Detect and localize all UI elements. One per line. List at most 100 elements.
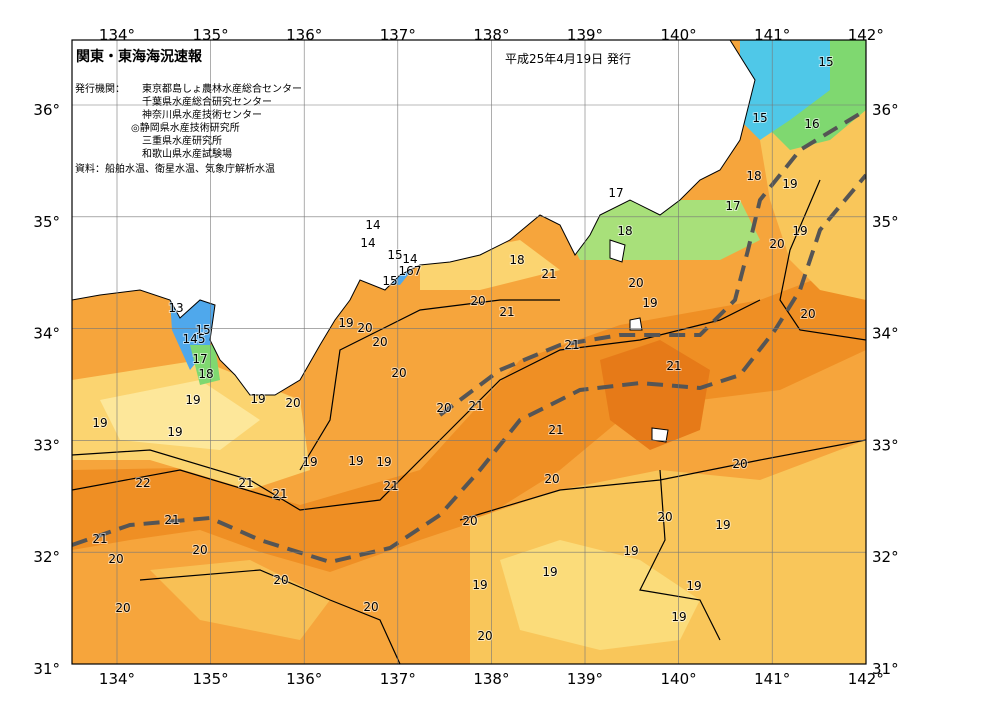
lon-label-bottom: 138° [473, 670, 509, 688]
lat-label-left: 33° [33, 436, 60, 454]
contour-label: 14 [360, 236, 375, 250]
lon-label-top: 142° [848, 26, 884, 44]
contour-label: 20 [372, 335, 387, 349]
contour-label: 20 [273, 573, 288, 587]
contour-label: 15 [752, 111, 767, 125]
lon-label-top: 137° [380, 26, 416, 44]
contour-label: 20 [544, 472, 559, 486]
contour-label: 21 [383, 479, 398, 493]
contour-label: 17 [725, 199, 740, 213]
contour-label: 21 [548, 423, 563, 437]
contour-label: 20 [436, 401, 451, 415]
contour-label: 20 [115, 601, 130, 615]
issuer: 東京都島しょ農林水産総合センター [142, 82, 302, 95]
contour-label: 20 [462, 514, 477, 528]
contour-label: 20 [357, 321, 372, 335]
contour-label: 19 [338, 316, 353, 330]
contour-label: 21 [272, 487, 287, 501]
contour-label: 17 [192, 352, 207, 366]
contour-label: 20 [108, 552, 123, 566]
contour-label: 14 [402, 252, 417, 266]
axis-labels: 134° 134° 135° 135° 136° 136° 137° 137° 138° 138°… [33, 26, 898, 688]
lon-label-bottom: 137° [380, 670, 416, 688]
lon-label-bottom: 141° [754, 670, 790, 688]
lat-label-right: 36° [872, 101, 899, 119]
issuers: 東京都島しょ農林水産総合センター千葉県水産総合研究センター神奈川県水産技術センタ… [131, 82, 302, 160]
contour-label: 21 [92, 532, 107, 546]
contour-label: 20 [657, 510, 672, 524]
lon-label-bottom: 142° [848, 670, 884, 688]
lat-label-right: 34° [872, 325, 899, 343]
contour-label: 20 [363, 600, 378, 614]
contour-label: 167 [399, 264, 422, 278]
lon-label-bottom: 140° [661, 670, 697, 688]
lon-label-bottom: 134° [99, 670, 135, 688]
contour-label: 19 [167, 425, 182, 439]
lon-label-bottom: 135° [193, 670, 229, 688]
contour-label: 15 [195, 323, 210, 337]
title: 関東・東海海況速報 [76, 48, 203, 65]
lat-label-left: 35° [33, 213, 60, 231]
contour-label: 19 [185, 393, 200, 407]
contour-label: 19 [642, 296, 657, 310]
lat-label-left: 31° [33, 660, 60, 678]
contour-label: 15 [387, 248, 402, 262]
issuer: 三重県水産研究所 [142, 134, 222, 147]
lon-label-bottom: 139° [567, 670, 603, 688]
lat-label-right: 33° [872, 436, 899, 454]
contour-label: 19 [686, 579, 701, 593]
contour-label: 19 [715, 518, 730, 532]
contour-label: 20 [391, 366, 406, 380]
contour-label: 19 [623, 544, 638, 558]
issue-date: 平成25年4月19日 発行 [505, 52, 631, 66]
contour-label: 21 [499, 305, 514, 319]
contour-label: 18 [746, 169, 761, 183]
lat-label-left: 34° [33, 325, 60, 343]
land [72, 40, 756, 443]
contour-label: 19 [472, 578, 487, 592]
contour-label: 19 [782, 177, 797, 191]
lat-label-right: 32° [872, 548, 899, 566]
issuer: 神奈川県水産技術センター [142, 108, 262, 121]
contour-label: 19 [376, 455, 391, 469]
contour-label: 21 [666, 359, 681, 373]
map-frame [71, 39, 867, 665]
lon-label-top: 139° [567, 26, 603, 44]
contour-label: 20 [477, 629, 492, 643]
lon-label-top: 134° [99, 26, 135, 44]
contour-label: 20 [800, 307, 815, 321]
contour-label: 21 [468, 399, 483, 413]
isotherms [72, 179, 866, 664]
contour-label: 21 [564, 338, 579, 352]
contour-label: 20 [628, 276, 643, 290]
contour-label: 19 [302, 455, 317, 469]
contour-label: 17 [608, 186, 623, 200]
contour-label: 15 [818, 55, 833, 69]
contour-label: 15 [382, 274, 397, 288]
issuer: 千葉県水産総合研究センター [142, 95, 272, 108]
lat-label-right: 31° [872, 660, 899, 678]
contour-label: 18 [198, 367, 213, 381]
contour-label: 20 [470, 294, 485, 308]
contour-label: 18 [509, 253, 524, 267]
contour-label: 22 [135, 476, 150, 490]
graticule [72, 40, 867, 664]
kuroshio-axis [72, 108, 866, 565]
contour-label: 21 [164, 513, 179, 527]
contour-label: 14 [365, 218, 380, 232]
issuers-label: 発行機関： [75, 82, 125, 95]
lat-label-left: 36° [33, 101, 60, 119]
lat-label-right: 35° [872, 213, 899, 231]
contour-label: 21 [238, 476, 253, 490]
issuer: 和歌山県水産試験場 [142, 147, 232, 160]
contour-label: 20 [192, 543, 207, 557]
lon-label-top: 138° [473, 26, 509, 44]
contour-label: 16 [804, 117, 819, 131]
contour-label: 19 [250, 392, 265, 406]
lon-label-bottom: 136° [286, 670, 322, 688]
contour-label: 19 [92, 416, 107, 430]
lon-label-top: 140° [661, 26, 697, 44]
contour-label: 20 [285, 396, 300, 410]
